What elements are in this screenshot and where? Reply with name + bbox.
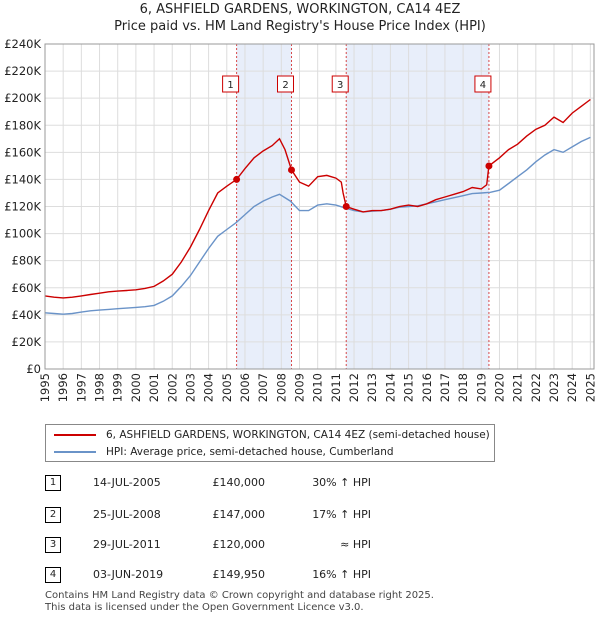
plot-frame	[44, 43, 595, 370]
sale-label-frame	[331, 75, 349, 93]
sale-label-number: 2	[282, 80, 288, 91]
x-tick-label: 2009	[293, 373, 307, 402]
x-tick-label: 2006	[238, 373, 252, 402]
sale-label-box: 1	[222, 75, 240, 93]
x-tick-label: 1996	[56, 373, 70, 402]
x-tick-label: 1999	[111, 373, 125, 402]
y-tick-label: £240K	[4, 37, 41, 51]
transaction-price: £147,000	[212, 508, 266, 521]
transaction-date: 25-JUL-2008	[93, 508, 161, 521]
transaction-price: £140,000	[212, 476, 266, 489]
x-tick-label: 2012	[347, 373, 361, 402]
x-tick-label: 2003	[183, 373, 197, 402]
chart-title: 6, ASHFIELD GARDENS, WORKINGTON, CA14 4E…	[139, 2, 461, 17]
transaction-date: 29-JUL-2011	[93, 538, 161, 551]
transaction-date: 14-JUL-2005	[93, 476, 161, 489]
footer-licence: This data is licensed under the Open Gov…	[45, 602, 364, 613]
x-tick-label: 2007	[256, 373, 270, 402]
hpi-series-line	[44, 136, 591, 315]
sale-label-frame	[222, 75, 240, 93]
transaction-price: £149,950	[212, 568, 266, 581]
property-series-line	[44, 98, 591, 299]
x-tick-label: 2023	[547, 373, 561, 402]
x-tick-label: 2017	[438, 373, 452, 402]
transaction-hpi: 17% ↑ HPI	[312, 508, 371, 521]
sale-label-frame	[277, 75, 295, 93]
x-tick-label: 2019	[474, 373, 488, 402]
x-tick-label: 2000	[129, 373, 143, 402]
x-tick-label: 2018	[456, 373, 470, 402]
x-tick-label: 1998	[93, 373, 107, 402]
x-tick-label: 2008	[274, 373, 288, 402]
sale-point	[233, 175, 241, 183]
y-tick-label: £180K	[4, 118, 41, 132]
transaction-row: 1 14-JUL-2005 £140,000 30% ↑ HPI	[45, 475, 565, 493]
transaction-number: 1	[45, 475, 61, 491]
footer-copyright: Contains HM Land Registry data © Crown c…	[45, 590, 434, 601]
x-tick-label: 2004	[202, 373, 216, 402]
legend-label-hpi: HPI: Average price, semi-detached house,…	[106, 446, 394, 458]
y-tick-label: £160K	[4, 145, 41, 159]
y-tick-label: £20K	[12, 335, 42, 349]
legend-swatch-property	[54, 434, 96, 436]
x-tick-label: 2013	[365, 373, 379, 402]
sale-point	[485, 162, 493, 170]
transaction-row: 3 29-JUL-2011 £120,000 ≈ HPI	[45, 537, 565, 555]
x-tick-label: 2014	[383, 373, 397, 402]
legend-label-property: 6, ASHFIELD GARDENS, WORKINGTON, CA14 4E…	[106, 429, 490, 441]
legend-item-property: 6, ASHFIELD GARDENS, WORKINGTON, CA14 4E…	[54, 427, 490, 443]
sale-label-box: 2	[277, 75, 295, 93]
y-tick-label: £140K	[4, 172, 41, 186]
x-tick-label: 2001	[147, 373, 161, 402]
x-tick-label: 2011	[329, 373, 343, 402]
x-tick-label: 2021	[511, 373, 525, 402]
transaction-hpi: ≈ HPI	[340, 538, 371, 551]
x-tick-label: 2005	[220, 373, 234, 402]
transaction-hpi: 30% ↑ HPI	[312, 476, 371, 489]
sale-label-box: 3	[331, 75, 349, 93]
sale-label-number: 3	[337, 80, 343, 91]
y-tick-label: £100K	[4, 227, 41, 241]
x-tick-label: 2010	[311, 373, 325, 402]
transaction-date: 03-JUN-2019	[93, 568, 164, 581]
transaction-hpi: 16% ↑ HPI	[312, 568, 371, 581]
transaction-number: 3	[45, 537, 61, 553]
sale-label-box: 4	[474, 75, 492, 93]
transaction-number: 2	[45, 507, 61, 523]
legend-item-hpi: HPI: Average price, semi-detached house,…	[54, 444, 394, 460]
y-tick-label: £80K	[12, 254, 42, 268]
x-tick-label: 2002	[165, 373, 179, 402]
transaction-price: £120,000	[212, 538, 266, 551]
y-tick-label: £220K	[4, 64, 41, 78]
x-tick-label: 1995	[38, 373, 52, 402]
sale-label-frame	[474, 75, 492, 93]
legend-swatch-hpi	[54, 451, 96, 453]
sale-point	[342, 203, 350, 210]
chart-subtitle: Price paid vs. HM Land Registry's House …	[114, 19, 486, 34]
y-tick-label: £60K	[12, 281, 42, 295]
sale-label-number: 1	[227, 80, 233, 91]
y-tick-label: £40K	[12, 308, 42, 322]
x-tick-label: 2025	[583, 373, 597, 402]
y-tick-label: £200K	[4, 91, 41, 105]
x-tick-label: 1997	[74, 373, 88, 402]
transaction-number: 4	[45, 567, 61, 583]
x-tick-label: 2015	[402, 373, 416, 402]
price-chart: £0 £20K £40K £60K £80K £100K £120K £140K £160K £1…	[4, 37, 597, 402]
x-tick-label: 2022	[529, 373, 543, 402]
legend: 6, ASHFIELD GARDENS, WORKINGTON, CA14 4E…	[45, 424, 495, 462]
x-tick-label: 2020	[492, 373, 506, 402]
sale-label-number: 4	[480, 80, 486, 91]
y-tick-label: £0	[26, 362, 41, 376]
transaction-row: 4 03-JUN-2019 £149,950 16% ↑ HPI	[45, 567, 565, 585]
x-tick-label: 2016	[420, 373, 434, 402]
sale-point	[288, 166, 296, 174]
x-tick-label: 2024	[565, 373, 579, 402]
transaction-row: 2 25-JUL-2008 £147,000 17% ↑ HPI	[45, 507, 565, 525]
y-tick-label: £120K	[4, 200, 41, 214]
